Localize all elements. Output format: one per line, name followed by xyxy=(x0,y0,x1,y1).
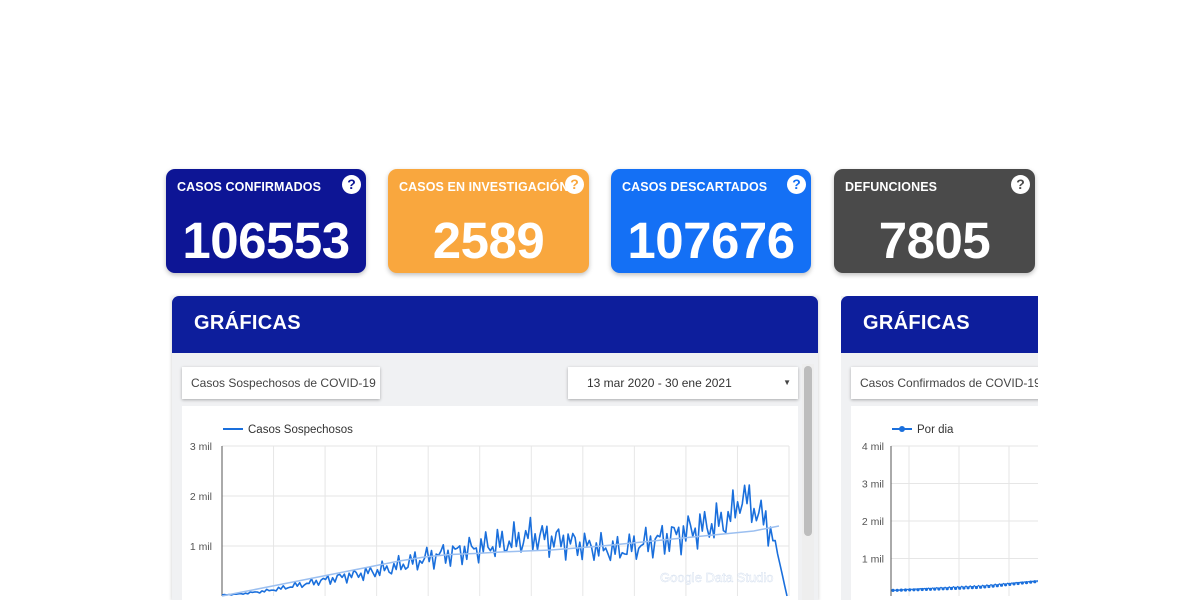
deaths-value: 7805 xyxy=(878,212,991,269)
discarded-cases-card: CASOS DESCARTADOS ? 107676 xyxy=(611,169,811,273)
investigation-cases-label: CASOS EN INVESTIGACIÓN xyxy=(399,180,569,194)
y-tick-label: 4 mil xyxy=(862,441,884,453)
chart-area: 3 mil 2 mil 1 mil Casos Sospechosos Google D… xyxy=(182,406,798,600)
charts-panel-confirmed: GRÁFICAS Casos Confirmados de COVID-19 4… xyxy=(841,296,1038,600)
panel-title: GRÁFICAS xyxy=(863,312,970,334)
date-range-selector[interactable]: 13 mar 2020 - 30 ene 2021 ▼ xyxy=(568,367,798,399)
legend-label: Casos Sospechosos xyxy=(248,424,353,436)
help-icon[interactable]: ? xyxy=(1011,175,1030,194)
chart-area: 4 mil 3 mil 2 mil 1 mil Por dia xyxy=(851,406,1038,600)
help-icon[interactable]: ? xyxy=(565,175,584,194)
panel-title: GRÁFICAS xyxy=(194,312,301,334)
deaths-label: DEFUNCIONES xyxy=(845,180,938,194)
y-tick-label: 3 mil xyxy=(190,441,212,453)
discarded-cases-value: 107676 xyxy=(627,212,795,269)
y-tick-label: 1 mil xyxy=(190,541,212,553)
legend-marker xyxy=(899,426,905,432)
trend-line xyxy=(221,525,780,597)
legend-label: Por dia xyxy=(917,424,954,436)
discarded-cases-label: CASOS DESCARTADOS xyxy=(622,180,768,194)
charts-panel-suspected: GRÁFICAS Casos Sospechosos de COVID-19 1… xyxy=(172,296,818,600)
series-point xyxy=(891,588,895,592)
y-tick-label: 3 mil xyxy=(862,479,884,491)
confirmed-cases-label: CASOS CONFIRMADOS xyxy=(177,180,322,194)
watermark-text: Google Data Studio xyxy=(660,570,773,585)
caret-down-icon: ▼ xyxy=(783,378,791,387)
panel-header: GRÁFICAS xyxy=(841,296,1038,353)
confirmed-cases-card: CASOS CONFIRMADOS ? 106553 xyxy=(166,169,366,273)
help-icon[interactable]: ? xyxy=(342,175,361,194)
y-tick-label: 1 mil xyxy=(862,554,884,566)
confirmed-cases-value: 106553 xyxy=(182,212,350,269)
chart-title[interactable]: Casos Sospechosos de COVID-19 xyxy=(182,367,380,399)
investigation-cases-card: CASOS EN INVESTIGACIÓN ? 2589 xyxy=(388,169,589,273)
series-line xyxy=(892,580,1038,591)
scrollbar-thumb[interactable] xyxy=(804,366,812,536)
confirmed-cases-chart: 4 mil 3 mil 2 mil 1 mil Por dia xyxy=(862,424,1038,596)
panel-header: GRÁFICAS xyxy=(172,296,818,353)
y-tick-label: 2 mil xyxy=(190,491,212,503)
investigation-cases-value: 2589 xyxy=(432,212,545,269)
suspected-cases-chart: 3 mil 2 mil 1 mil Casos Sospechosos Google D… xyxy=(190,424,790,597)
y-tick-label: 2 mil xyxy=(862,516,884,528)
help-icon[interactable]: ? xyxy=(787,175,806,194)
chart-title[interactable]: Casos Confirmados de COVID-19 xyxy=(851,367,1038,399)
scrollbar[interactable] xyxy=(802,364,814,600)
date-range-value: 13 mar 2020 - 30 ene 2021 xyxy=(587,376,732,390)
deaths-card: DEFUNCIONES ? 7805 xyxy=(834,169,1035,273)
